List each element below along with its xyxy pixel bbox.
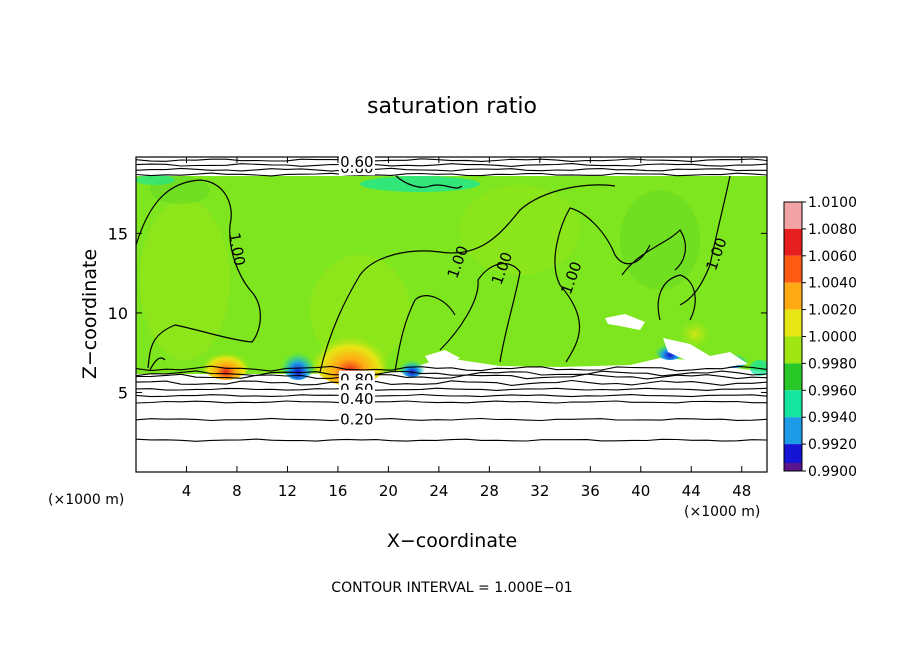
colorbar-swatch <box>784 363 802 391</box>
plot-area <box>136 157 767 472</box>
x-tick-label: 8 <box>232 482 242 500</box>
stable-contour-line <box>136 365 767 372</box>
contour-label-text: 0.20 <box>340 411 373 429</box>
contour-label-text: 1.00 <box>225 231 249 267</box>
contour-lines-stable-lower <box>136 365 767 442</box>
white-patch-1 <box>605 314 645 330</box>
x-tick-label: 36 <box>581 482 600 500</box>
x-axis-title: X−coordinate <box>387 530 517 552</box>
y-tick-label: 5 <box>118 383 128 402</box>
white-patch-2 <box>425 350 460 366</box>
colorbar-swatch <box>784 417 802 445</box>
colorbar-label: 0.9940 <box>808 410 857 426</box>
contour-interval-note: CONTOUR INTERVAL = 1.000E−01 <box>331 580 572 596</box>
x-axis: 4 8 12 16 20 24 28 32 36 40 44 48 <box>182 157 751 500</box>
warm-anomaly-x17 <box>308 314 392 386</box>
cold-anomaly-x13 <box>280 340 316 380</box>
colorbar-label: 0.9920 <box>808 437 857 453</box>
contour-label: 0.20 <box>338 410 375 429</box>
colorbar-swatch <box>784 202 802 229</box>
stable-contour-line <box>136 370 767 377</box>
cyan-band-left <box>136 175 175 185</box>
stable-contour-line <box>136 417 767 422</box>
stable-contour-line <box>136 379 767 386</box>
x-unit-label-right: (×1000 m) <box>684 504 760 520</box>
plot-frame <box>135 156 768 473</box>
colorbar-swatch <box>784 228 802 256</box>
field-shade-1 <box>140 200 230 360</box>
contour-lines-stable-upper <box>136 158 767 177</box>
contour-label: 1.00 <box>225 231 249 267</box>
x-tick-label: 24 <box>429 482 448 500</box>
x-tick-label: 28 <box>480 482 499 500</box>
colorbar: 1.0100 1.0080 1.0060 1.0040 1.0020 1.0000 0.99… <box>783 195 857 480</box>
colorbar-swatch <box>784 282 802 310</box>
chart-title: saturation ratio <box>367 94 537 119</box>
field-shade-4 <box>620 190 700 290</box>
x-tick-label: 48 <box>732 482 751 500</box>
colorbar-label: 1.0040 <box>808 276 857 292</box>
contour-label-text: 0.40 <box>340 390 373 408</box>
upper-contour-line <box>136 167 767 172</box>
contour-label: 0.40 <box>338 389 375 408</box>
colorbar-label: 1.0000 <box>808 330 857 346</box>
field-shade-3 <box>460 185 580 275</box>
stable-contour-line <box>136 373 767 380</box>
x-unit-label-left: (×1000 m) <box>48 492 124 508</box>
saturated-field-fill <box>136 176 767 374</box>
x-tick-label: 40 <box>631 482 650 500</box>
contour-label-bg <box>338 152 375 169</box>
x-tick-label: 4 <box>182 482 192 500</box>
stable-contour-line <box>136 387 767 391</box>
colorbar-label: 1.0060 <box>808 249 857 265</box>
colorbar-swatch <box>784 390 802 418</box>
colorbar-label: 0.9960 <box>808 383 857 399</box>
x-tick-label: 44 <box>682 482 701 500</box>
y-tick-label: 15 <box>108 224 128 243</box>
y-tick-label: 10 <box>108 304 128 323</box>
contour-label-text: 0.60 <box>340 153 373 171</box>
yellow-anomaly-x44 <box>679 320 711 348</box>
contour-label: 0.60 <box>338 152 375 171</box>
white-patch-3 <box>663 338 748 368</box>
upper-contour-line <box>136 172 767 177</box>
x-tick-label: 16 <box>328 482 347 500</box>
upper-contour-line <box>136 158 767 163</box>
contour-label-bg <box>338 389 375 406</box>
contour-label-bg <box>338 410 375 427</box>
cyan-band-top <box>360 176 480 192</box>
colorbar-label: 1.0080 <box>808 222 857 238</box>
stable-contour-line <box>136 400 767 404</box>
colorbar-swatch <box>784 309 802 337</box>
upper-contour-line <box>136 163 767 167</box>
colorbar-label: 0.9900 <box>808 464 857 480</box>
stable-contour-line <box>136 438 767 442</box>
x-tick-label: 12 <box>278 482 297 500</box>
x-tick-label: 20 <box>379 482 398 500</box>
colorbar-swatch <box>784 255 802 283</box>
colorbar-label: 1.0100 <box>808 195 857 211</box>
y-axis: 5 10 15 <box>108 224 767 402</box>
colorbar-label: 1.0020 <box>808 303 857 319</box>
y-axis-title: Z−coordinate <box>79 249 101 379</box>
colorbar-swatch <box>784 336 802 364</box>
x-tick-label: 32 <box>530 482 549 500</box>
warm-anomaly-x8 <box>200 340 252 380</box>
stable-contour-line <box>136 393 767 398</box>
colorbar-swatch <box>784 463 802 471</box>
contour-lines-saturated <box>136 175 731 373</box>
colorbar-label: 0.9980 <box>808 356 857 372</box>
